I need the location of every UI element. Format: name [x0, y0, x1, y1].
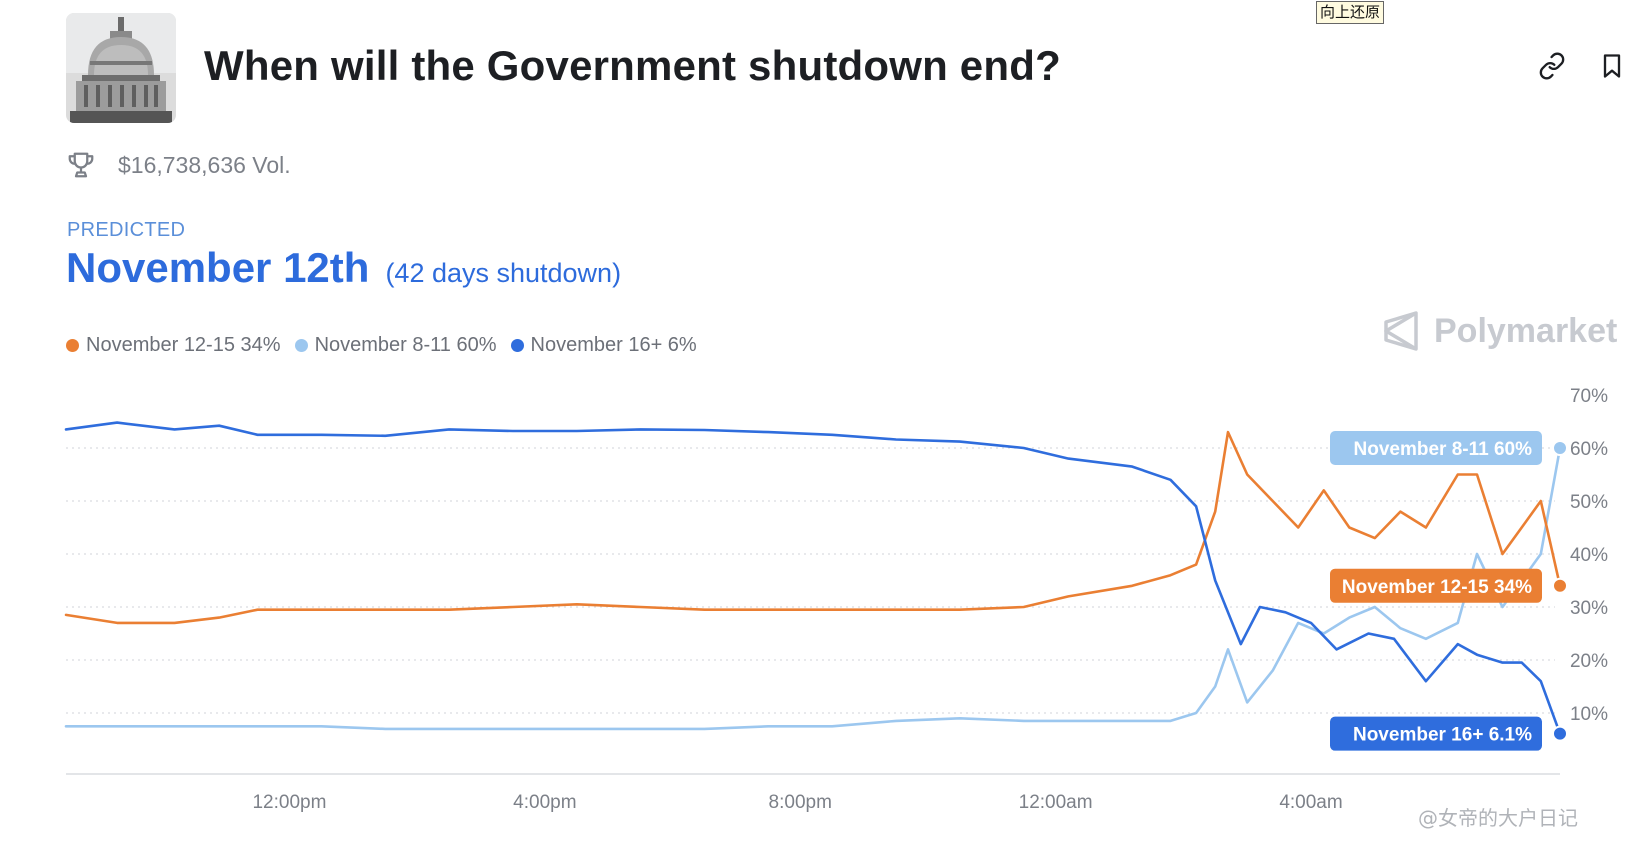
capitol-thumbnail: [66, 13, 176, 123]
series-end-point: [1552, 725, 1568, 742]
callout-box: [1330, 716, 1542, 751]
predicted-value: November 12th: [66, 244, 370, 291]
volume-text: $16,738,636 Vol.: [118, 151, 291, 178]
callout-label: November 16+ 6.1%: [1353, 725, 1532, 746]
legend-dot: [66, 339, 79, 352]
legend-label: November 12-15 34%: [86, 334, 281, 356]
chart-grid: [66, 447, 1560, 775]
x-tick-label: 4:00am: [1279, 792, 1342, 813]
y-tick-label: 10%: [1570, 704, 1608, 725]
series-line: [64, 430, 1562, 625]
x-tick-label: 12:00am: [1019, 792, 1093, 813]
link-icon: [1539, 52, 1565, 80]
y-tick-label: 20%: [1570, 651, 1608, 672]
legend-item[interactable]: November 16+ 6%: [510, 334, 697, 357]
trophy-icon: [68, 152, 94, 178]
callout-box: [1330, 568, 1542, 603]
series-line: [64, 421, 1562, 736]
callout-label: November 12-15 34%: [1342, 577, 1532, 598]
polymarket-logo-icon: [1384, 311, 1418, 351]
legend-label: November 8-11 60%: [314, 334, 497, 356]
legend-dot: [294, 339, 308, 352]
watermark: @女帝的大户日记: [1418, 806, 1578, 830]
callout-label: November 8-11 60%: [1354, 439, 1533, 460]
callout-box: [1330, 431, 1542, 465]
chart-legend: November 12-15 34% November 8-11 60% Nov…: [66, 334, 697, 357]
chart-callouts: November 16+ 6.1% November 12-15 34% Novem…: [1330, 431, 1542, 751]
y-tick-label: 60%: [1570, 439, 1608, 460]
capitol-icon: [66, 13, 176, 123]
predicted-note: (42 days shutdown): [385, 258, 622, 288]
series-end-point: [1552, 440, 1568, 456]
x-axis: 12:00pm 4:00pm 8:00pm 12:00am 4:00am: [252, 792, 1342, 813]
bookmark-button[interactable]: [1594, 48, 1630, 84]
page-title: When will the Government shutdown end?: [204, 42, 1061, 89]
legend-item[interactable]: November 8-11 60%: [294, 334, 497, 357]
x-tick-label: 4:00pm: [513, 792, 576, 813]
series-end-point: [1552, 577, 1568, 594]
x-tick-label: 12:00pm: [252, 792, 326, 813]
y-tick-label: 50%: [1570, 492, 1608, 513]
y-tick-label: 30%: [1570, 598, 1608, 619]
series-line: [64, 446, 1562, 731]
polymarket-brand: Polymarket: [1382, 310, 1617, 352]
legend-dot: [510, 339, 524, 352]
brand-name: Polymarket: [1434, 311, 1618, 350]
copy-link-button[interactable]: [1534, 48, 1570, 84]
y-tick-label: 70%: [1570, 386, 1608, 407]
legend-item[interactable]: November 12-15 34%: [66, 334, 281, 357]
x-tick-label: 8:00pm: [769, 792, 832, 813]
y-tick-label: 40%: [1570, 545, 1608, 566]
bookmark-icon: [1603, 54, 1621, 78]
predicted-label: PREDICTED: [67, 219, 186, 241]
chart-series: [64, 421, 1568, 742]
legend-label: November 16+ 6%: [530, 334, 697, 356]
volume-row: $16,738,636 Vol.: [66, 150, 291, 180]
predicted-row: November 12th (42 days shutdown): [66, 244, 621, 292]
y-axis: 70% 60% 50% 40% 30% 20% 10%: [1570, 386, 1608, 725]
restore-tooltip: 向上还原: [1316, 1, 1385, 24]
line-chart: 70% 60% 50% 40% 30% 20% 10% 12:00pm 4:00pm 8:00p…: [64, 386, 1608, 813]
